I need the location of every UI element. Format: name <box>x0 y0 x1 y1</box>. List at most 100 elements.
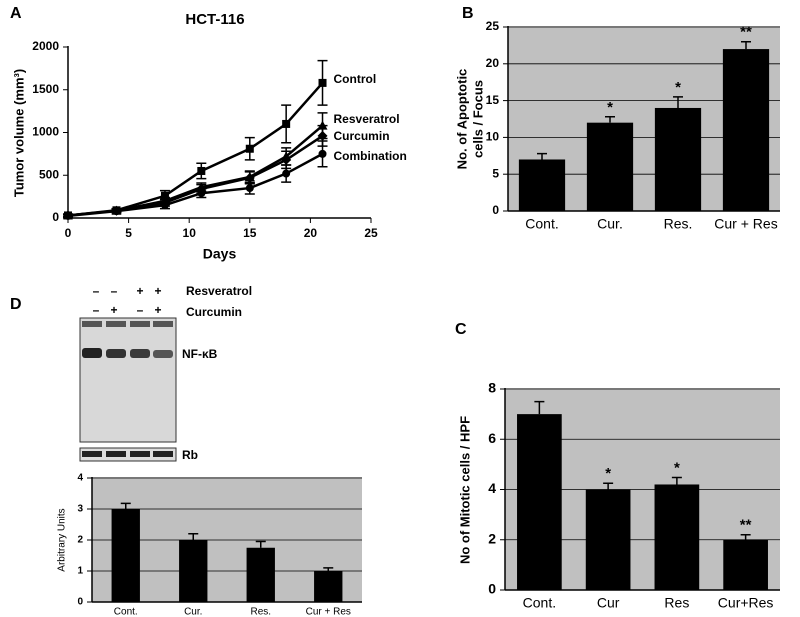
marker <box>64 211 72 220</box>
series-line <box>67 152 324 218</box>
gel <box>79 317 177 443</box>
significance-mark: ** <box>740 24 752 41</box>
gel-sign: – <box>111 284 118 298</box>
y-tick-label: 25 <box>486 19 500 33</box>
x-tick-label: Cont. <box>525 216 558 232</box>
x-tick-label: Cur. <box>597 216 623 232</box>
x-tick-label: Cont. <box>523 595 556 611</box>
marker <box>197 189 206 198</box>
x-tick-label: Cur+Res <box>718 595 774 611</box>
y-tick-label: 1500 <box>32 82 59 96</box>
y-tick-label: 2 <box>488 530 496 546</box>
error-bar <box>605 116 615 123</box>
x-tick-label: 20 <box>304 226 318 240</box>
x-tick-label: Res. <box>250 607 271 617</box>
gel-sign: + <box>136 284 143 298</box>
marker <box>245 144 254 153</box>
error-bar <box>671 476 682 485</box>
y-axis-label: cells / Focus <box>470 80 485 158</box>
series-label: Resveratrol <box>334 112 400 126</box>
x-axis-label: Days <box>203 246 237 262</box>
marker <box>318 78 327 87</box>
y-tick-label: 1 <box>77 566 83 577</box>
y-tick-label: 2000 <box>32 39 59 53</box>
y-tick-label: 8 <box>488 380 496 396</box>
marker <box>160 191 169 200</box>
bar <box>246 547 275 602</box>
x-tick-label: 15 <box>243 226 257 240</box>
bar <box>722 49 770 211</box>
x-tick-label: Res <box>664 595 689 611</box>
gel-band <box>130 349 150 358</box>
rb-band <box>106 451 126 457</box>
bar <box>314 571 343 602</box>
y-tick-label: 5 <box>492 166 499 180</box>
marker <box>282 169 291 178</box>
y-tick-label: 0 <box>52 210 59 224</box>
y-tick-label: 4 <box>488 480 496 496</box>
gel-row-label: Curcumin <box>186 305 242 319</box>
x-tick-label: Cur + Res <box>714 216 777 232</box>
gel-well <box>153 321 173 327</box>
y-tick-label: 1000 <box>32 125 59 139</box>
chart-title: HCT-116 <box>185 11 244 28</box>
gel-well <box>106 321 126 327</box>
marker <box>112 207 121 216</box>
significance-mark: * <box>605 465 611 482</box>
significance-mark: * <box>674 459 680 476</box>
gel-sign: – <box>93 284 100 298</box>
gel-band <box>153 350 173 358</box>
x-tick-label: 10 <box>183 226 197 240</box>
bar <box>111 509 140 602</box>
gel-sign: + <box>154 303 161 317</box>
significance-mark: * <box>675 79 681 96</box>
marker <box>318 149 327 158</box>
error-bar <box>740 533 751 540</box>
x-tick-label: Cont. <box>114 607 138 617</box>
y-tick-label: 2 <box>77 535 83 546</box>
gel-band <box>106 349 126 358</box>
y-tick-label: 15 <box>486 93 500 107</box>
error-bar <box>120 502 131 509</box>
panel-letter: C <box>455 321 467 338</box>
y-tick-label: 0 <box>492 203 499 217</box>
bar <box>723 539 768 590</box>
x-tick-label: 25 <box>364 226 378 240</box>
x-tick-label: 0 <box>65 226 72 240</box>
gel-sign: + <box>154 284 161 298</box>
x-tick-label: Cur. <box>184 607 202 617</box>
error-bar <box>741 40 751 50</box>
gel-sign: – <box>137 303 144 317</box>
gel-sign: + <box>110 303 117 317</box>
significance-mark: ** <box>740 517 752 534</box>
series-label: Control <box>334 72 377 86</box>
gel-sign: – <box>93 303 100 317</box>
y-tick-label: 20 <box>486 56 500 70</box>
rb-band <box>82 451 102 457</box>
bar <box>586 122 634 211</box>
rb-band <box>130 451 150 457</box>
error-bar <box>673 96 683 108</box>
error-bar <box>255 540 266 548</box>
y-tick-label: 6 <box>488 430 496 446</box>
y-axis-label: Tumor volume (mm³) <box>11 69 26 197</box>
series-label: Curcumin <box>334 129 390 143</box>
marker <box>282 119 291 128</box>
panel-letter: B <box>462 5 474 22</box>
marker <box>197 166 206 175</box>
y-tick-label: 0 <box>488 581 496 597</box>
marker <box>244 172 255 183</box>
error-bar <box>188 533 199 540</box>
marker <box>245 184 254 193</box>
marker <box>281 154 292 165</box>
y-tick-label: 0 <box>77 597 83 608</box>
gel-row-label: Resveratrol <box>186 284 252 298</box>
error-bar <box>603 482 614 490</box>
significance-mark: * <box>607 99 613 116</box>
y-tick-label: 500 <box>39 167 59 181</box>
bar <box>517 414 562 590</box>
marker <box>317 130 328 141</box>
panel-letter: A <box>10 5 22 22</box>
x-tick-label: Cur <box>597 595 620 611</box>
band-label: NF-κB <box>182 347 218 361</box>
